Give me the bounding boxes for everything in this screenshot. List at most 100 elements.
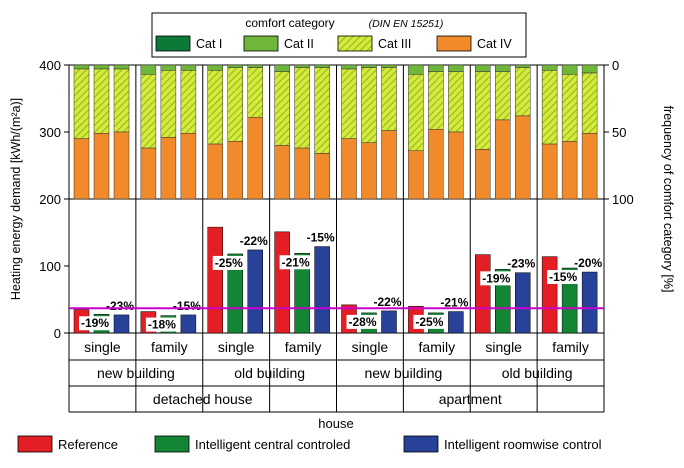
comfort-bar-segment — [361, 142, 377, 200]
comfort-bar-segment — [475, 64, 491, 72]
central-reduction-label: -19% — [81, 316, 109, 330]
comfort-legend-label-0: Cat I — [196, 37, 222, 51]
roomwise-reduction-label: -23% — [106, 299, 134, 313]
comfort-legend-swatch-1 — [243, 35, 279, 52]
comfort-bar-segment — [247, 67, 263, 118]
comfort-bar-segment — [314, 153, 330, 200]
energy-bar — [294, 253, 310, 334]
comfort-bar-segment — [561, 141, 578, 200]
roomwise-reduction-label: -20% — [574, 256, 602, 270]
comfort-bar-segment — [113, 64, 130, 70]
central-reduction-label: -28% — [348, 315, 376, 329]
comfort-bar-segment — [160, 64, 177, 71]
series-legend-label-1: Intelligent central controled — [195, 437, 350, 452]
comfort-bar-segment — [113, 131, 130, 200]
comfort-bar-segment — [361, 67, 377, 143]
plot-area: -19%-23%-18%-15%-25%-22%-21%-15%-28%-22%… — [39, 58, 634, 412]
category-label-building: old building — [502, 365, 573, 381]
comfort-bar-segment — [227, 64, 243, 68]
comfort-bar-segment — [140, 74, 157, 149]
roomwise-reduction-label: -23% — [507, 257, 535, 271]
energy-bar — [247, 249, 263, 334]
category-label-size: family — [552, 339, 589, 355]
left-axis-title: Heating energy demand [kWh/(m²a)] — [9, 98, 23, 300]
comfort-bar-segment — [341, 64, 357, 70]
comfort-bar-segment — [448, 131, 464, 200]
comfort-bar-segment — [515, 115, 531, 200]
central-reduction-label: -25% — [415, 315, 443, 329]
comfort-bar-segment — [140, 64, 157, 75]
comfort-bar-segment — [73, 64, 90, 70]
comfort-bar-segment — [361, 64, 377, 68]
central-reduction-label: -21% — [282, 255, 310, 269]
comfort-bar-segment — [294, 147, 310, 200]
comfort-legend-label-2: Cat III — [378, 37, 411, 51]
energy-bar — [515, 272, 531, 334]
energy-bar — [448, 311, 464, 334]
central-reduction-label: -25% — [215, 256, 243, 270]
right-tick-label: 100 — [612, 192, 634, 207]
comfort-bar-segment — [207, 143, 223, 200]
comfort-bar-segment — [475, 149, 491, 200]
comfort-bar-segment — [448, 64, 464, 72]
comfort-legend-swatch-2 — [337, 35, 373, 52]
roomwise-reduction-label: -22% — [373, 295, 401, 309]
x-axis-title: house — [318, 416, 353, 431]
comfort-bar-segment — [341, 138, 357, 200]
comfort-legend-swatch-0 — [155, 35, 191, 52]
comfort-bar-segment — [541, 64, 558, 71]
comfort-bar-segment — [561, 64, 578, 75]
central-reduction-label: -19% — [482, 271, 510, 285]
comfort-bar-segment — [73, 138, 90, 200]
category-label-building: new building — [364, 365, 442, 381]
series-legend-label-0: Reference — [58, 437, 118, 452]
central-label-bg — [279, 255, 312, 270]
comfort-bar-segment — [541, 143, 558, 200]
roomwise-reduction-label: -15% — [173, 299, 201, 313]
energy-bar — [475, 254, 491, 334]
comfort-bar-segment — [294, 67, 310, 149]
left-tick-label: 300 — [39, 125, 61, 140]
category-label-house: detached house — [153, 391, 253, 407]
series-legend-swatch-0 — [17, 435, 53, 453]
energy-bar — [314, 246, 330, 334]
comfort-bar-segment — [93, 68, 110, 134]
comfort-bar-segment — [113, 68, 130, 133]
category-label-house: apartment — [439, 391, 502, 407]
comfort-bar-segment — [180, 133, 197, 200]
category-label-size: single — [485, 339, 522, 355]
central-label-bg — [547, 270, 580, 285]
comfort-bar-segment — [515, 64, 531, 68]
category-label-size: single — [84, 339, 121, 355]
series-legend-swatch-2 — [403, 435, 439, 453]
series-legend-swatch-1 — [154, 435, 190, 453]
central-reduction-label: -15% — [549, 270, 577, 284]
series-legend: Reference Intelligent central controled In… — [17, 435, 602, 453]
comfort-bar-segment — [73, 68, 90, 139]
comfort-bar-segment — [247, 117, 263, 200]
energy-bar — [381, 310, 397, 334]
comfort-bar-segment — [93, 133, 110, 200]
category-label-building: new building — [97, 365, 175, 381]
comfort-bar-segment — [381, 130, 397, 200]
right-tick-label: 50 — [612, 125, 626, 140]
comfort-bar-segment — [408, 74, 424, 152]
comfort-bar-segment — [314, 67, 330, 154]
left-tick-label: 400 — [39, 58, 61, 73]
central-label-bg — [480, 271, 513, 286]
central-label-bg — [145, 317, 178, 332]
comfort-bar-segment — [274, 71, 290, 146]
comfort-bar-segment — [408, 150, 424, 200]
comfort-bar-segment — [475, 71, 491, 150]
comfort-bar-segment — [180, 64, 197, 71]
energy-bar — [561, 267, 578, 334]
comfort-bar-segment — [247, 64, 263, 68]
comfort-bar-segment — [274, 145, 290, 200]
central-label-bg — [346, 314, 379, 329]
roomwise-reduction-label: -22% — [240, 234, 268, 248]
right-tick-label: 0 — [612, 58, 619, 73]
comfort-bar-segment — [428, 129, 444, 200]
comfort-bar-segment — [314, 64, 330, 68]
energy-bar — [227, 253, 243, 334]
